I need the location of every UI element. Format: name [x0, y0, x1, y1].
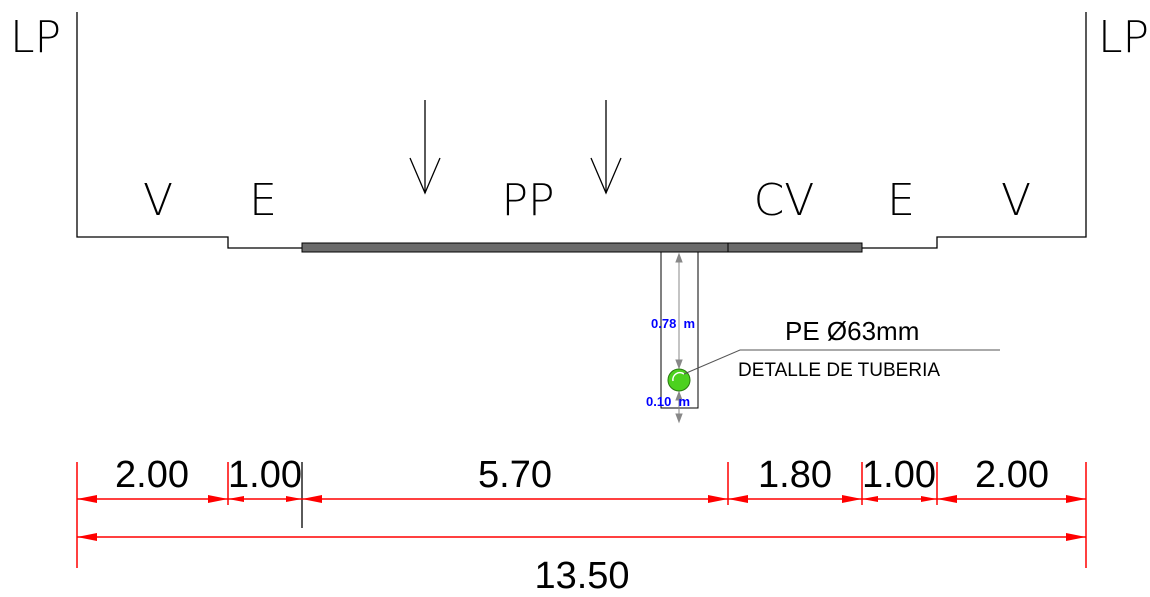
dimension-arrowheads: [77, 495, 1086, 541]
dimension-lines: [76, 462, 1087, 568]
zone-label: PP: [501, 175, 554, 226]
flow-arrow-icon: [590, 100, 622, 195]
dimension-value: 2.00: [115, 454, 189, 496]
pipe-highlight: [672, 371, 685, 382]
flow-arrow-icon: [409, 100, 441, 195]
dimension-value: 1.00: [228, 454, 302, 496]
lp-right-label: LP: [1098, 12, 1149, 63]
pipe-leader-line: [683, 349, 1000, 375]
pipe-depth-label: 0.78 m: [651, 316, 695, 331]
dimension-value: 5.70: [478, 454, 552, 496]
pipe-title: PE Ø63mm: [785, 316, 919, 346]
pipe-icon: [667, 368, 691, 392]
zone-label: E: [249, 175, 277, 226]
terrain-outline: [76, 12, 1087, 249]
zone-label: E: [887, 175, 915, 226]
trench-depth-guide: [675, 252, 683, 424]
zone-labels: V E PP CV E V: [143, 175, 1031, 226]
lp-left-label: LP: [10, 12, 61, 63]
pavement-slab: [301, 242, 863, 253]
pipe-clearance-label: 0.10 m: [646, 394, 690, 409]
dimension-values: 2.00 1.00 5.70 1.80 1.00 2.00 13.50: [115, 454, 1049, 597]
zone-label: V: [143, 175, 173, 226]
dimension-value: 2.00: [975, 454, 1049, 496]
dimension-value: 1.00: [862, 454, 936, 496]
dimension-value: 1.80: [758, 454, 832, 496]
dimension-total: 13.50: [534, 555, 629, 597]
zone-label: V: [1001, 175, 1031, 226]
zone-label: CV: [754, 175, 815, 226]
pipe-subtitle: DETALLE DE TUBERIA: [738, 360, 940, 381]
